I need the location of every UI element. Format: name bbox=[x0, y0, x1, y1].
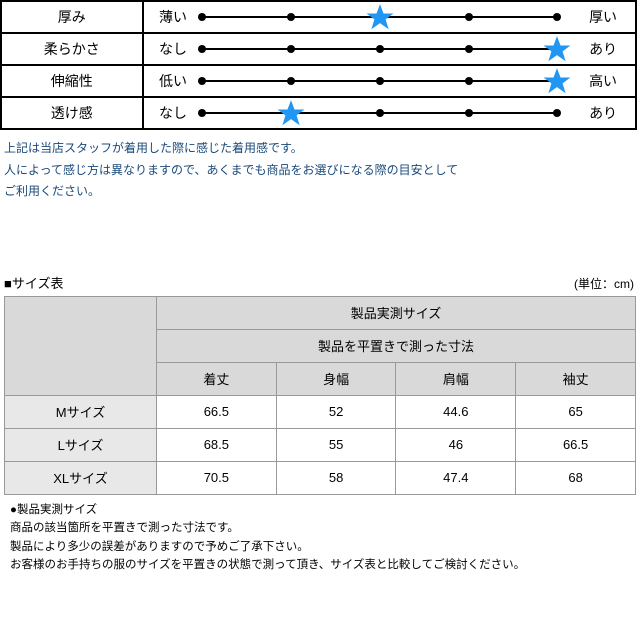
feel-row-label: 柔らかさ bbox=[1, 33, 143, 65]
size-title: ■サイズ表 bbox=[4, 273, 63, 292]
slider-dot bbox=[376, 109, 384, 117]
feel-max-label: あり bbox=[571, 33, 636, 65]
size-cell: 65 bbox=[516, 395, 636, 428]
footnote: ●製品実測サイズ 商品の該当箇所を平置きで測った寸法です。 製品により多少の誤差… bbox=[10, 501, 636, 575]
slider-dot bbox=[465, 45, 473, 53]
feel-slider bbox=[202, 65, 571, 97]
size-col-header: 着丈 bbox=[157, 362, 277, 395]
slider-dot bbox=[465, 77, 473, 85]
feel-row: 伸縮性低い 高い bbox=[1, 65, 636, 97]
size-cell: 68 bbox=[516, 461, 636, 494]
star-icon bbox=[366, 3, 394, 31]
corner-cell bbox=[5, 296, 157, 395]
feel-slider bbox=[202, 33, 571, 65]
feel-min-label: なし bbox=[143, 97, 203, 129]
slider-dot bbox=[465, 109, 473, 117]
size-row-label: Lサイズ bbox=[5, 428, 157, 461]
size-cell: 70.5 bbox=[157, 461, 277, 494]
size-cell: 58 bbox=[276, 461, 396, 494]
feel-slider bbox=[202, 97, 571, 129]
size-row: XLサイズ70.55847.468 bbox=[5, 461, 636, 494]
size-cell: 44.6 bbox=[396, 395, 516, 428]
feel-row: 柔らかさなし あり bbox=[1, 33, 636, 65]
feel-max-label: 高い bbox=[571, 65, 636, 97]
feel-slider bbox=[202, 1, 571, 33]
footnote-line: 製品により多少の誤差がありますので予めご了承下さい。 bbox=[10, 538, 636, 556]
note-line: 人によって感じ方は異なりますので、あくまでも商品をお選びになる際の目安として bbox=[4, 160, 636, 182]
size-row-label: XLサイズ bbox=[5, 461, 157, 494]
slider-dot bbox=[198, 45, 206, 53]
size-row-label: Mサイズ bbox=[5, 395, 157, 428]
size-cell: 66.5 bbox=[516, 428, 636, 461]
slider-dot bbox=[198, 77, 206, 85]
size-cell: 68.5 bbox=[157, 428, 277, 461]
feel-max-label: あり bbox=[571, 97, 636, 129]
feel-row: 透け感なし あり bbox=[1, 97, 636, 129]
size-col-header: 身幅 bbox=[276, 362, 396, 395]
size-table: 製品実測サイズ 製品を平置きで測った寸法 着丈身幅肩幅袖丈 Mサイズ66.552… bbox=[4, 296, 636, 495]
size-row: Mサイズ66.55244.665 bbox=[5, 395, 636, 428]
slider-dot bbox=[376, 77, 384, 85]
slider-dot bbox=[553, 13, 561, 21]
sub-header: 製品を平置きで測った寸法 bbox=[157, 329, 636, 362]
feel-min-label: なし bbox=[143, 33, 203, 65]
feel-row-label: 透け感 bbox=[1, 97, 143, 129]
feel-row: 厚み薄い 厚い bbox=[1, 1, 636, 33]
note-line: ご利用ください。 bbox=[4, 181, 636, 203]
star-icon bbox=[543, 35, 571, 63]
star-icon bbox=[277, 99, 305, 127]
size-cell: 46 bbox=[396, 428, 516, 461]
footnote-line: 商品の該当箇所を平置きで測った寸法です。 bbox=[10, 519, 636, 537]
feel-row-label: 厚み bbox=[1, 1, 143, 33]
size-unit: (単位：cm) bbox=[574, 275, 634, 292]
note-line: 上記は当店スタッフが着用した際に感じた着用感です。 bbox=[4, 138, 636, 160]
star-icon bbox=[543, 67, 571, 95]
size-row: Lサイズ68.5554666.5 bbox=[5, 428, 636, 461]
size-col-header: 袖丈 bbox=[516, 362, 636, 395]
feel-max-label: 厚い bbox=[571, 1, 636, 33]
feel-note: 上記は当店スタッフが着用した際に感じた着用感です。 人によって感じ方は異なります… bbox=[4, 138, 636, 203]
size-col-header: 肩幅 bbox=[396, 362, 516, 395]
feel-min-label: 低い bbox=[143, 65, 203, 97]
size-cell: 52 bbox=[276, 395, 396, 428]
feel-table: 厚み薄い厚い柔らかさなしあり伸縮性低い高い透け感なしあり bbox=[0, 0, 637, 130]
slider-dot bbox=[287, 77, 295, 85]
footnote-line: お客様のお手持ちの服のサイズを平置きの状態で測って頂き、サイズ表と比較してご検討… bbox=[10, 556, 636, 574]
feel-row-label: 伸縮性 bbox=[1, 65, 143, 97]
slider-dot bbox=[287, 45, 295, 53]
size-cell: 55 bbox=[276, 428, 396, 461]
slider-dot bbox=[287, 13, 295, 21]
group-header: 製品実測サイズ bbox=[157, 296, 636, 329]
slider-dot bbox=[198, 109, 206, 117]
slider-dot bbox=[198, 13, 206, 21]
size-cell: 66.5 bbox=[157, 395, 277, 428]
feel-min-label: 薄い bbox=[143, 1, 203, 33]
slider-dot bbox=[376, 45, 384, 53]
slider-dot bbox=[553, 109, 561, 117]
size-cell: 47.4 bbox=[396, 461, 516, 494]
slider-dot bbox=[465, 13, 473, 21]
footnote-line: ●製品実測サイズ bbox=[10, 501, 636, 519]
